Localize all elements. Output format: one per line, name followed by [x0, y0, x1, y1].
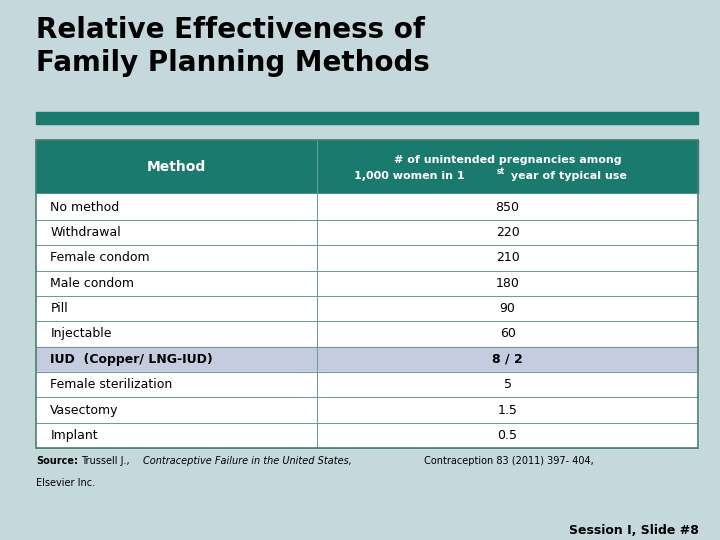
Bar: [36, 321, 698, 347]
Text: 220: 220: [496, 226, 519, 239]
Bar: [36, 397, 698, 423]
Text: Female sterilization: Female sterilization: [50, 378, 173, 392]
Bar: [36, 220, 698, 245]
Text: Trussell J.,: Trussell J.,: [81, 456, 135, 467]
Text: Source:: Source:: [36, 456, 78, 467]
Bar: [36, 140, 698, 448]
Bar: [36, 194, 698, 220]
Text: Withdrawal: Withdrawal: [50, 226, 121, 239]
Text: Vasectomy: Vasectomy: [50, 403, 119, 417]
Text: Contraception 83 (2011) 397- 404,: Contraception 83 (2011) 397- 404,: [421, 456, 594, 467]
Text: # of unintended pregnancies among: # of unintended pregnancies among: [394, 155, 621, 165]
Text: Method: Method: [147, 160, 206, 174]
Text: 210: 210: [496, 251, 519, 265]
Text: 90: 90: [500, 302, 516, 315]
Text: Injectable: Injectable: [50, 327, 112, 341]
Bar: [36, 140, 698, 194]
Text: 60: 60: [500, 327, 516, 341]
Text: Session I, Slide #8: Session I, Slide #8: [569, 524, 698, 537]
Text: 0.5: 0.5: [498, 429, 518, 442]
Text: Implant: Implant: [50, 429, 98, 442]
Text: No method: No method: [50, 200, 120, 214]
Text: 1,000 women in 1: 1,000 women in 1: [354, 171, 464, 180]
Bar: [36, 372, 698, 397]
Text: Male condom: Male condom: [50, 276, 135, 290]
Text: 850: 850: [495, 200, 520, 214]
Text: Contraceptive Failure in the United States,: Contraceptive Failure in the United Stat…: [143, 456, 351, 467]
Text: IUD  (Copper/ LNG-IUD): IUD (Copper/ LNG-IUD): [50, 353, 213, 366]
Text: Pill: Pill: [50, 302, 68, 315]
Text: 5: 5: [503, 378, 512, 392]
Text: st: st: [496, 167, 505, 176]
Text: 1.5: 1.5: [498, 403, 518, 417]
Bar: [36, 347, 698, 372]
Bar: [36, 296, 698, 321]
Text: year of typical use: year of typical use: [507, 171, 626, 180]
Text: Relative Effectiveness of
Family Planning Methods: Relative Effectiveness of Family Plannin…: [36, 16, 430, 77]
Bar: [36, 423, 698, 448]
Bar: [36, 245, 698, 271]
Text: Female condom: Female condom: [50, 251, 150, 265]
Bar: [36, 112, 698, 124]
Text: 8 / 2: 8 / 2: [492, 353, 523, 366]
Text: 180: 180: [495, 276, 520, 290]
Bar: [36, 271, 698, 296]
Text: Elsevier Inc.: Elsevier Inc.: [36, 478, 95, 488]
